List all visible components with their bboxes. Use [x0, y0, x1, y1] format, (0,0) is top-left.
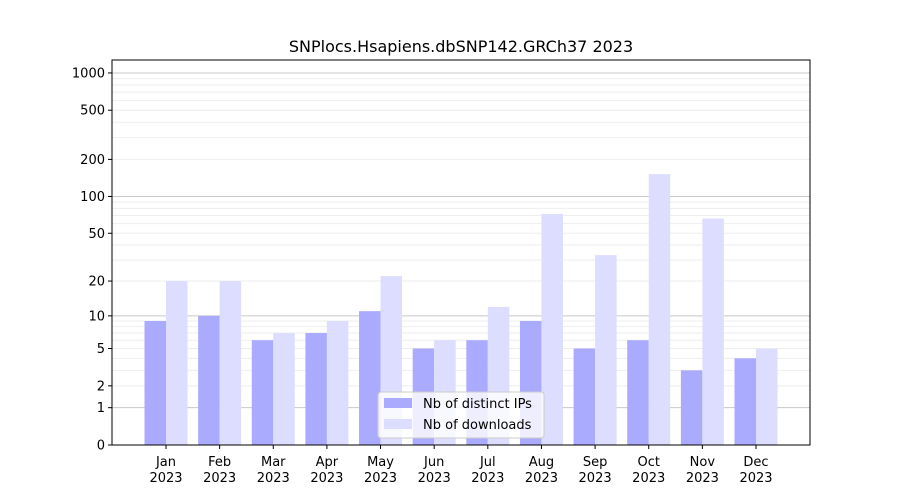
- x-tick-label: Aug 2023: [525, 455, 558, 486]
- y-tick-label: 0: [97, 439, 105, 454]
- bar-distinct-ips: [359, 311, 381, 445]
- chart-title: SNPlocs.Hsapiens.dbSNP142.GRCh37 2023: [289, 37, 633, 56]
- legend: Nb of distinct IPs Nb of downloads: [377, 391, 545, 439]
- x-tick-label-line: 2023: [310, 471, 343, 486]
- bar-downloads: [166, 281, 188, 445]
- x-tick-label-line: 2023: [364, 471, 397, 486]
- y-tick-label: 20: [88, 275, 105, 290]
- x-tick-label: Sep 2023: [579, 455, 612, 486]
- x-tick-label: Oct 2023: [632, 455, 665, 486]
- y-tick-label: 200: [80, 153, 105, 168]
- x-tick-label: Mar 2023: [257, 455, 290, 486]
- bar-downloads: [273, 333, 295, 445]
- x-tick-label-line: Apr: [316, 455, 339, 470]
- bar-distinct-ips: [251, 340, 274, 445]
- bar-downloads: [595, 255, 617, 445]
- x-tick-label: Jun 2023: [418, 455, 451, 486]
- y-tick-label: 10: [88, 309, 105, 324]
- x-tick-label-line: Feb: [208, 455, 231, 470]
- x-tick-label-line: Jul: [479, 455, 496, 470]
- x-tick-label-line: Oct: [637, 455, 659, 470]
- x-tick-label-line: 2023: [203, 471, 236, 486]
- bar-downloads: [702, 218, 724, 445]
- y-tick-label: 1000: [72, 66, 105, 81]
- bar-distinct-ips: [680, 370, 703, 445]
- x-tick-label-line: May: [367, 455, 394, 470]
- legend-swatch: [384, 398, 412, 408]
- y-tick-label: 1: [97, 401, 105, 416]
- x-tick-label-line: 2023: [579, 471, 612, 486]
- x-tick-label-line: 2023: [686, 471, 719, 486]
- legend-swatch: [384, 419, 412, 429]
- bar-distinct-ips: [198, 315, 220, 445]
- bar-distinct-ips: [573, 348, 596, 445]
- bar-distinct-ips: [305, 333, 327, 445]
- x-tick-label: Dec 2023: [739, 455, 772, 486]
- x-tick-label: Apr 2023: [310, 455, 343, 486]
- bar-distinct-ips: [627, 340, 649, 445]
- x-tick-label: Nov 2023: [686, 455, 719, 486]
- y-tick-label: 500: [80, 104, 105, 119]
- x-tick-label: May 2023: [364, 455, 397, 486]
- x-tick-label-line: Mar: [261, 455, 286, 470]
- legend-box: [377, 391, 545, 439]
- bar-distinct-ips: [734, 358, 756, 445]
- x-tick-label-line: 2023: [149, 471, 182, 486]
- x-tick-label: Jan 2023: [149, 455, 182, 486]
- y-tick-label: 50: [88, 227, 105, 242]
- x-tick-label-line: 2023: [632, 471, 665, 486]
- bar-downloads: [756, 348, 778, 445]
- x-tick-label: Feb 2023: [203, 455, 236, 486]
- x-tick-label-line: 2023: [471, 471, 504, 486]
- y-tick-label: 100: [80, 190, 105, 205]
- x-tick-label-line: 2023: [739, 471, 772, 486]
- y-tick-label: 2: [97, 379, 105, 394]
- x-tick-label-line: Jun: [423, 455, 444, 470]
- x-tick-label-line: 2023: [418, 471, 451, 486]
- x-tick-label-line: Jan: [155, 455, 176, 470]
- y-tick-label: 5: [97, 342, 105, 357]
- plot-frame: [111, 59, 811, 446]
- bar-downloads: [648, 174, 671, 445]
- legend-label: Nb of downloads: [423, 418, 532, 433]
- bar-downloads: [326, 321, 349, 445]
- bar-downloads: [219, 281, 242, 445]
- x-tick-label-line: Aug: [529, 455, 554, 470]
- x-tick-label-line: 2023: [525, 471, 558, 486]
- x-tick-label-line: 2023: [257, 471, 290, 486]
- legend-label: Nb of distinct IPs: [423, 397, 532, 412]
- x-tick-label-line: Nov: [690, 455, 716, 470]
- x-tick-label: Jul 2023: [471, 455, 504, 486]
- bar-downloads: [541, 213, 563, 445]
- bar-distinct-ips: [144, 321, 166, 445]
- x-tick-label-line: Dec: [743, 455, 768, 470]
- x-tick-label-line: Sep: [583, 455, 608, 470]
